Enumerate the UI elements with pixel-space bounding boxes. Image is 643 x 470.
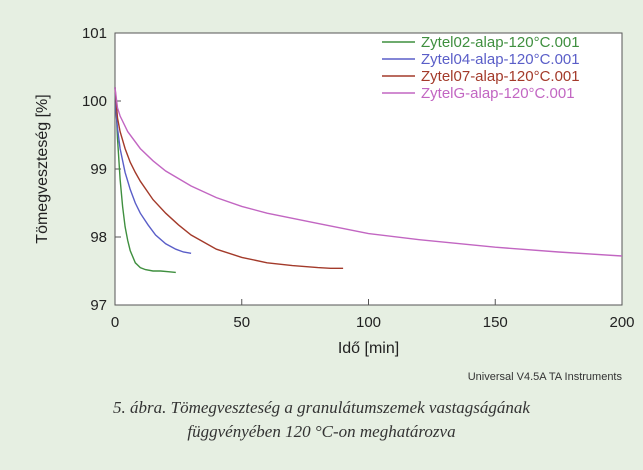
- x-tick-label: 50: [233, 314, 250, 331]
- y-tick-label: 99: [90, 161, 107, 178]
- legend: Zytel02-alap-120°C.001Zytel04-alap-120°C…: [382, 34, 580, 102]
- y-tick-label: 101: [82, 25, 107, 42]
- legend-label-2: Zytel04-alap-120°C.001: [421, 51, 580, 68]
- x-axis-title: Idő [min]: [338, 340, 399, 357]
- chart: 0 50 100 150 200 97 98 99 100 101 Zytel02-alap-12…: [34, 25, 635, 383]
- source-note: Universal V4.5A TA Instruments: [468, 371, 623, 383]
- legend-label-4: ZytelG-alap-120°C.001: [421, 85, 575, 102]
- y-axis-title: Tömegveszteség [%]: [34, 94, 51, 243]
- x-tick-label: 150: [483, 314, 508, 331]
- x-tick-label: 100: [356, 314, 381, 331]
- series-line-3: [114, 87, 344, 269]
- plot-area: [114, 32, 623, 306]
- x-tick-label: 0: [111, 314, 119, 331]
- legend-label-1: Zytel02-alap-120°C.001: [421, 34, 580, 51]
- series-lines: [114, 87, 623, 274]
- legend-label-3: Zytel07-alap-120°C.001: [421, 68, 580, 85]
- axis-ticks: 0 50 100 150 200 97 98 99 100 101: [82, 25, 635, 331]
- caption-line-2: függvényében 120 °C-on meghatározva: [187, 422, 456, 441]
- series-line-1: [114, 87, 176, 274]
- y-tick-label: 98: [90, 229, 107, 246]
- figure-caption: 5. ábra. Tömegveszteség a granulátumszem…: [0, 396, 643, 444]
- series-line-4: [114, 87, 623, 257]
- caption-line-1: 5. ábra. Tömegveszteség a granulátumszem…: [113, 398, 530, 417]
- series-line-2: [114, 87, 192, 254]
- x-tick-label: 200: [609, 314, 634, 331]
- y-tick-label: 97: [90, 297, 107, 314]
- y-tick-label: 100: [82, 93, 107, 110]
